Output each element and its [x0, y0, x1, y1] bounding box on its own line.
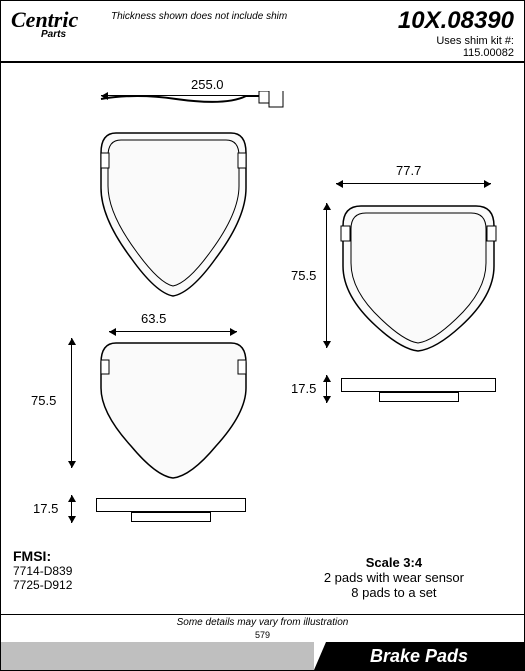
- footer-bar: Brake Pads: [1, 642, 524, 670]
- left-pad-front: [96, 128, 251, 303]
- fmsi-line2: 7725-D912: [13, 578, 72, 592]
- footer-disclaimer: Some details may vary from illustration: [1, 614, 524, 628]
- header-right: 10X.08390 Uses shim kit #: 115.00082: [398, 7, 514, 59]
- dim-left-thick: 17.5: [33, 501, 58, 516]
- right-side-lining: [379, 392, 459, 402]
- diagram-area: 255.0 63.5 75.5 17.5 77.7 75.5: [1, 63, 524, 583]
- dim-left-height: 75.5: [31, 393, 56, 408]
- scale-block: Scale 3:4 2 pads with wear sensor 8 pads…: [324, 555, 464, 600]
- thickness-note: Thickness shown does not include shim: [111, 11, 287, 22]
- left-side-plate: [96, 498, 246, 512]
- dim-right-width: 77.7: [396, 163, 421, 178]
- scale-line2: 8 pads to a set: [324, 585, 464, 600]
- header: Centric Parts Thickness shown does not i…: [1, 1, 524, 63]
- shim-kit-value: 115.00082: [398, 47, 514, 59]
- dim-line-left-w: [109, 331, 237, 332]
- logo-block: Centric Parts: [11, 7, 78, 40]
- page-number: 579: [1, 630, 524, 640]
- dim-right-height: 75.5: [291, 268, 316, 283]
- dim-left-width: 63.5: [141, 311, 166, 326]
- part-number: 10X.08390: [398, 7, 514, 35]
- right-pad-front: [336, 201, 501, 356]
- right-side-plate: [341, 378, 496, 392]
- dim-sensor-length: 255.0: [191, 77, 224, 92]
- dim-line-left-t: [71, 495, 72, 523]
- scale-ratio: Scale 3:4: [324, 555, 464, 570]
- dim-line-left-h: [71, 338, 72, 468]
- left-side-lining: [131, 512, 211, 522]
- footer-grey: [1, 642, 314, 670]
- dim-right-thick: 17.5: [291, 381, 316, 396]
- logo-sub: Parts: [41, 29, 78, 40]
- shim-kit-label: Uses shim kit #:: [398, 35, 514, 47]
- left-pad-back: [96, 338, 251, 483]
- footer-category: Brake Pads: [314, 642, 524, 670]
- fmsi-title: FMSI:: [13, 548, 72, 564]
- scale-line1: 2 pads with wear sensor: [324, 570, 464, 585]
- dim-line-right-h: [326, 203, 327, 348]
- fmsi-block: FMSI: 7714-D839 7725-D912: [13, 548, 72, 592]
- dim-line-right-t: [326, 375, 327, 403]
- dim-line-right-w: [336, 183, 491, 184]
- fmsi-line1: 7714-D839: [13, 564, 72, 578]
